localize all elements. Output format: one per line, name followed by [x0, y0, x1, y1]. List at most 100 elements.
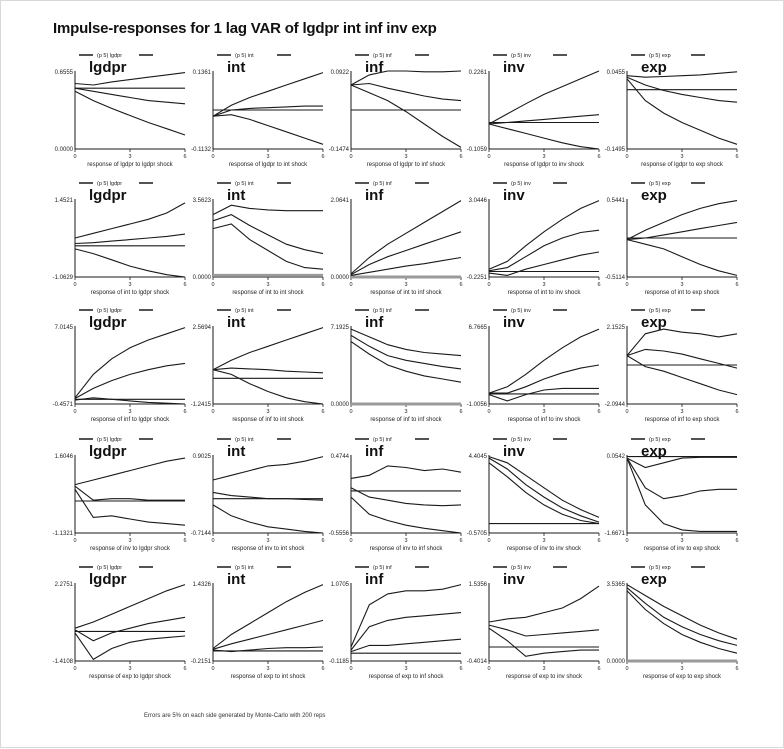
x-tick-label: 0	[625, 538, 628, 544]
irf-series-line	[74, 72, 186, 86]
irf-series-line	[626, 328, 738, 356]
x-tick-label: 0	[73, 154, 76, 160]
panel-variable-label: lgdpr	[89, 187, 127, 204]
panel-variable-label: exp	[641, 59, 667, 76]
x-tick-label: 3	[128, 154, 131, 160]
x-axis-label: response of lgdpr to int shock	[229, 162, 308, 168]
irf-series-line	[212, 223, 324, 270]
y-min-label: -1.4108	[53, 659, 74, 665]
y-min-label: 0.0000	[331, 402, 350, 408]
y-min-label: 0.0000	[55, 147, 74, 153]
irf-series-line	[74, 584, 186, 629]
x-axis-label: response of exp to lgdpr shock	[89, 674, 172, 680]
legend-label: (p 5) inf	[373, 53, 392, 59]
x-axis-label: response of inf to inf shock	[370, 417, 442, 423]
x-tick-label: 0	[349, 666, 352, 672]
irf-series-line	[74, 248, 186, 278]
irf-series-line	[488, 462, 600, 525]
panel-variable-label: exp	[641, 187, 667, 204]
x-tick-label: 6	[597, 409, 600, 415]
x-tick-label: 6	[183, 282, 186, 288]
irf-series-line	[212, 204, 323, 216]
x-tick-label: 6	[459, 409, 462, 415]
irf-series-line	[350, 341, 462, 383]
x-tick-label: 0	[487, 154, 490, 160]
x-tick-label: 6	[321, 282, 324, 288]
legend-label: (p 5) inv	[511, 565, 531, 571]
irf-series-line	[626, 584, 738, 640]
irf-series-line	[489, 364, 600, 394]
irf-series-line	[488, 387, 599, 402]
irf-series-line	[350, 328, 462, 357]
y-max-label: 7.0145	[55, 325, 74, 331]
irf-series-line	[350, 84, 462, 148]
x-axis-label: response of lgdpr to inf shock	[367, 162, 446, 168]
panel-variable-label: inf	[365, 443, 384, 460]
footnote: Errors are 5% on each side generated by …	[144, 713, 326, 719]
y-min-label: -0.5705	[467, 531, 488, 537]
x-tick-label: 3	[680, 282, 683, 288]
x-tick-label: 0	[211, 666, 214, 672]
legend-label: (p 5) exp	[649, 437, 671, 443]
x-axis-label: response of inf to lgdpr shock	[91, 417, 170, 423]
x-tick-label: 6	[459, 154, 462, 160]
y-min-label: -0.4571	[53, 402, 74, 408]
x-tick-label: 6	[735, 409, 738, 415]
x-axis-label: response of inf to inv shock	[508, 417, 582, 423]
x-tick-label: 6	[597, 666, 600, 672]
y-min-label: -0.7144	[191, 531, 212, 537]
irf-series-line	[488, 328, 600, 394]
x-tick-label: 0	[73, 282, 76, 288]
legend-label: (p 5) inv	[511, 181, 531, 187]
x-tick-label: 3	[404, 666, 407, 672]
irf-series-line	[74, 397, 186, 405]
x-tick-label: 6	[597, 154, 600, 160]
irf-series-line	[626, 348, 738, 369]
y-min-label: 0.0000	[331, 275, 350, 281]
y-min-label: -0.1132	[191, 147, 212, 153]
x-tick-label: 6	[321, 538, 324, 544]
irf-series-line	[488, 123, 600, 150]
x-tick-label: 6	[735, 538, 738, 544]
x-tick-label: 0	[625, 154, 628, 160]
irf-series-line	[212, 491, 324, 501]
panel-variable-label: int	[227, 59, 245, 76]
x-tick-label: 0	[349, 538, 352, 544]
x-tick-label: 0	[487, 666, 490, 672]
y-max-label: 0.0922	[331, 70, 350, 76]
x-tick-label: 6	[735, 154, 738, 160]
irf-series-line	[212, 456, 324, 481]
x-tick-label: 6	[183, 538, 186, 544]
panel-variable-label: exp	[641, 314, 667, 331]
y-min-label: -0.2151	[191, 659, 212, 665]
x-axis-label: response of lgdpr to exp shock	[641, 162, 724, 168]
y-max-label: 4.4045	[469, 454, 488, 460]
legend-label: (p 5) lgdpr	[97, 181, 122, 187]
irf-series-line	[74, 488, 186, 526]
panel-variable-label: exp	[641, 571, 667, 588]
x-tick-label: 6	[459, 282, 462, 288]
y-max-label: 1.4326	[193, 582, 212, 588]
irf-series-line	[488, 200, 600, 270]
y-max-label: 0.0542	[607, 454, 626, 460]
y-max-label: 1.5356	[469, 582, 488, 588]
panel-variable-label: inf	[365, 571, 384, 588]
irf-series-line	[74, 87, 186, 105]
x-axis-label: response of inv to int shock	[232, 546, 306, 552]
irf-series-line	[626, 71, 738, 78]
irf-series-line	[74, 327, 186, 399]
panel-variable-label: int	[227, 443, 245, 460]
legend-label: (p 5) lgdpr	[97, 437, 122, 443]
x-tick-label: 3	[404, 409, 407, 415]
irf-series-line	[488, 229, 600, 272]
y-max-label: 0.5441	[607, 198, 626, 204]
